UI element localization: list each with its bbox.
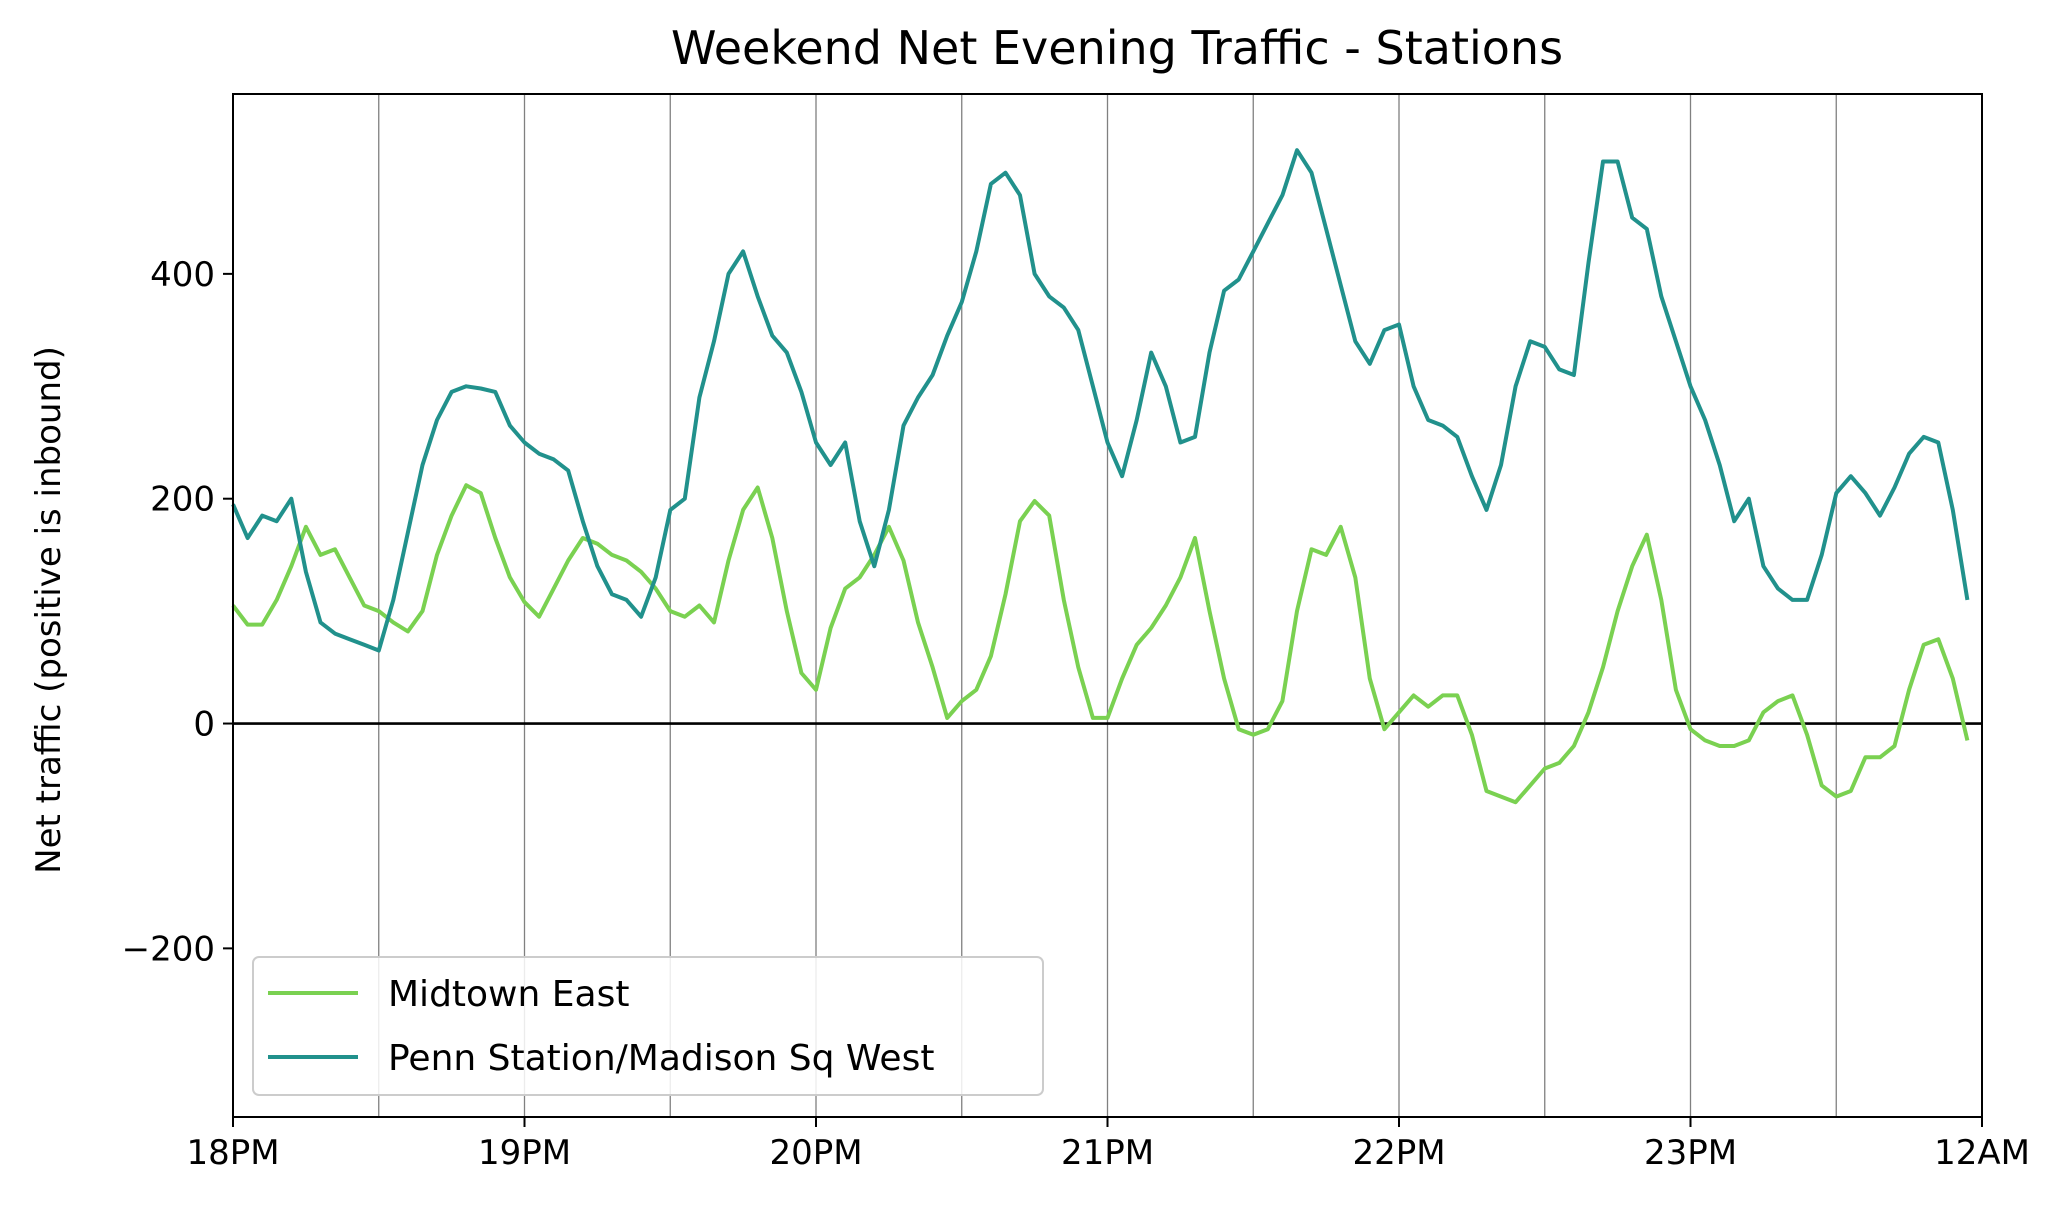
series-line-0 bbox=[231, 483, 1970, 805]
grid bbox=[378, 94, 1837, 1117]
x-tick-label: 19PM bbox=[478, 1133, 571, 1173]
x-tick-label: 22PM bbox=[1352, 1133, 1445, 1173]
legend-label-1: Penn Station/Madison Sq West bbox=[388, 1038, 934, 1079]
series-line-1 bbox=[231, 148, 1970, 653]
x-axis-ticks: 18PM 19PM 20PM 21PM 22PM 23PM 12AM bbox=[186, 1117, 2030, 1173]
y-tick-label: 200 bbox=[150, 480, 215, 520]
x-tick-label: 21PM bbox=[1061, 1133, 1154, 1173]
x-tick-label: 12AM bbox=[1934, 1133, 2030, 1173]
y-tick-label: −200 bbox=[122, 929, 215, 969]
y-tick-label: 400 bbox=[150, 255, 215, 295]
x-tick-label: 18PM bbox=[186, 1133, 279, 1173]
legend: Midtown East Penn Station/Madison Sq West bbox=[252, 956, 1044, 1096]
chart-title: Weekend Net Evening Traffic - Stations bbox=[671, 21, 1563, 75]
x-tick-label: 20PM bbox=[769, 1133, 862, 1173]
x-tick-label: 23PM bbox=[1644, 1133, 1737, 1173]
y-tick-label: 0 bbox=[193, 705, 215, 745]
y-axis-ticks: −200 0 200 400 bbox=[122, 255, 233, 969]
legend-label-0: Midtown East bbox=[388, 974, 629, 1015]
legend-box bbox=[252, 956, 1044, 1096]
y-axis-label: Net traffic (positive is inbound) bbox=[29, 346, 69, 874]
series-group bbox=[231, 148, 1970, 805]
